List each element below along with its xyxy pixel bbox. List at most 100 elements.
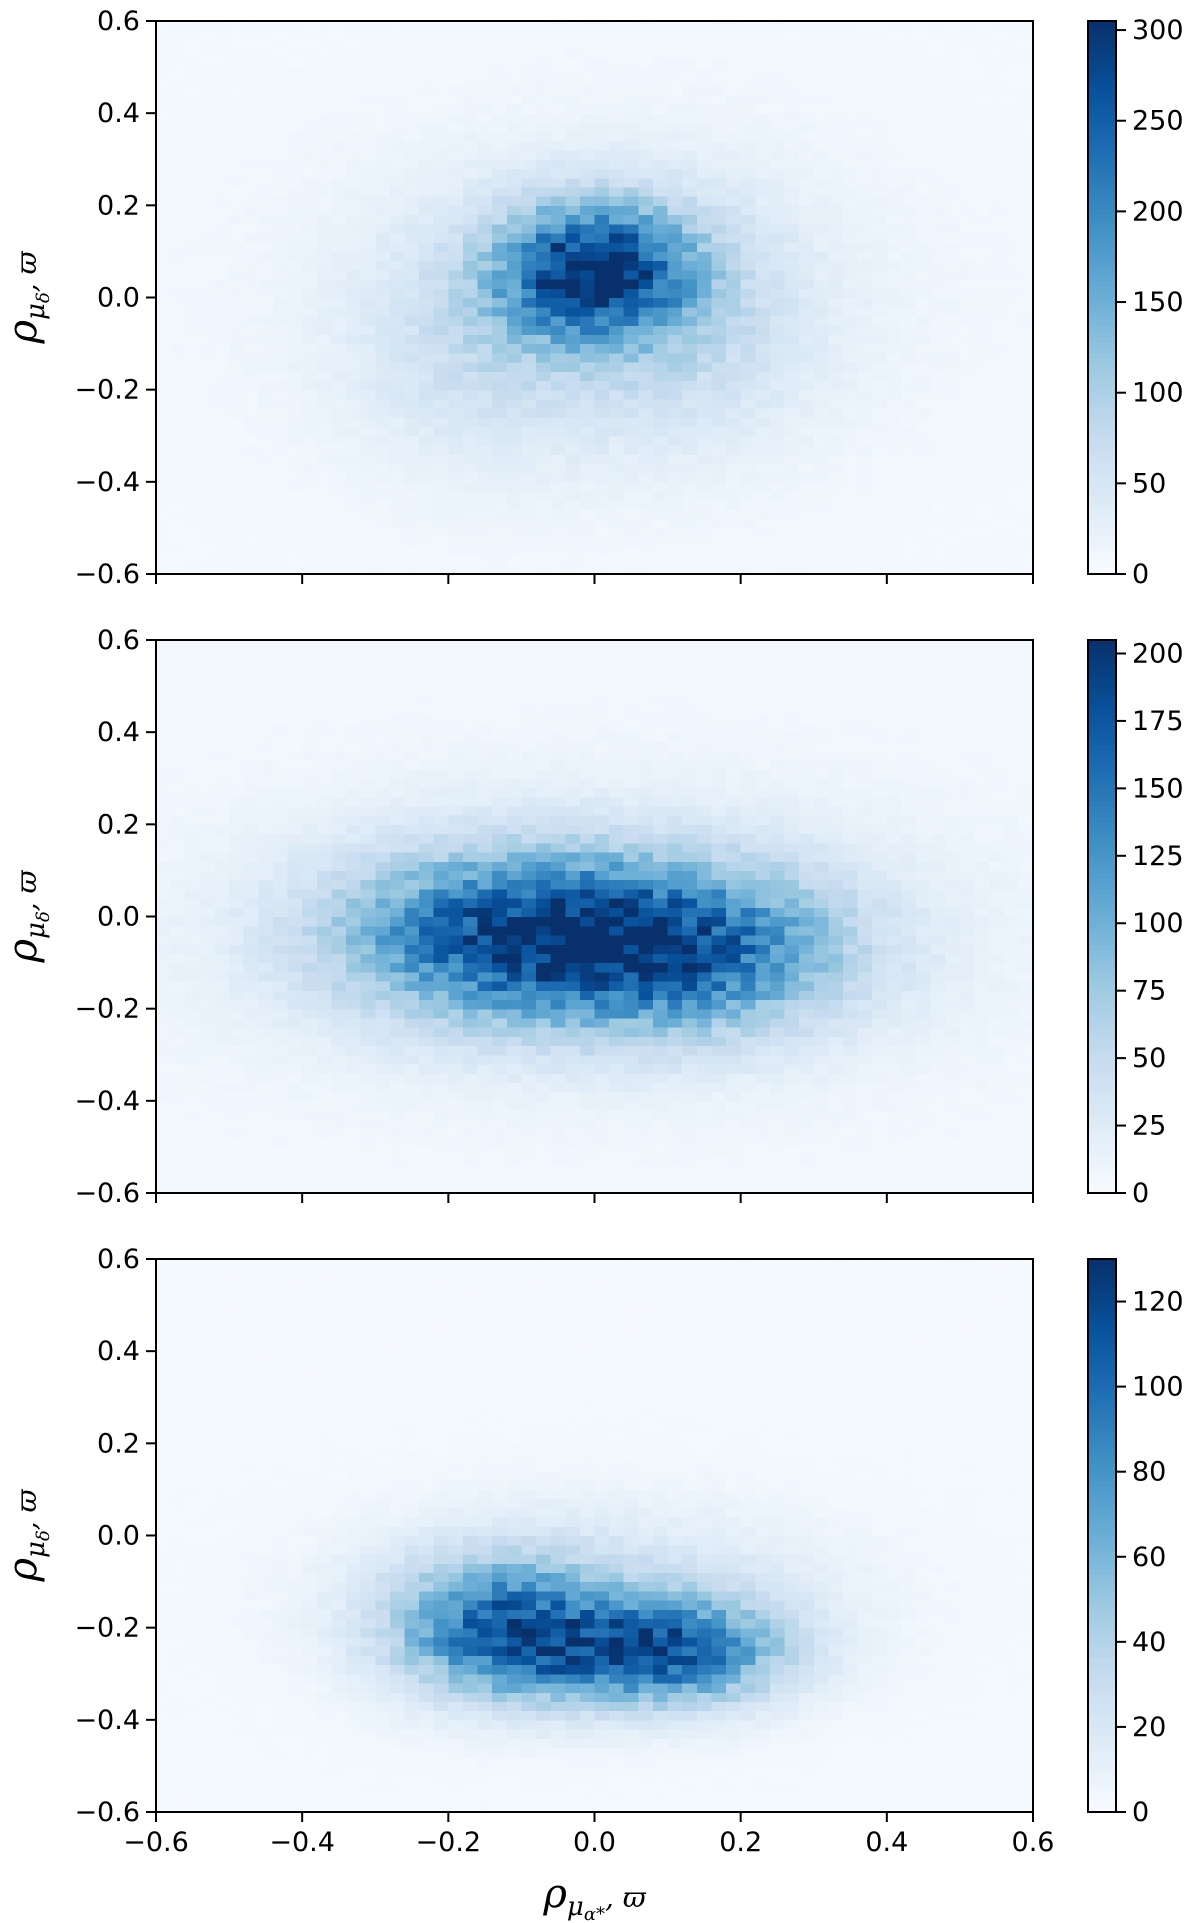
heatmap-cell [930,315,946,326]
heatmap-cell [170,953,186,964]
heatmap-cell [389,67,406,77]
heatmap-cell [331,971,347,982]
heatmap-cell [857,168,873,179]
heatmap-cell [989,168,1005,179]
heatmap-cell [316,833,332,844]
heatmap-cell [360,527,376,538]
heatmap-cell [214,39,230,50]
heatmap-cell [682,159,698,170]
heatmap-cell [652,131,669,142]
heatmap-cell [302,934,318,945]
heatmap-cell [842,297,859,308]
heatmap-cell [579,288,596,299]
heatmap-cell [886,186,903,197]
heatmap-cell [214,518,230,529]
heatmap-cell [930,546,946,557]
heatmap-cell [769,94,786,105]
heatmap-cell [287,214,303,225]
heatmap-cell [989,555,1005,566]
heatmap-cell [346,676,362,687]
heatmap-cell [579,426,596,437]
heatmap-cell [901,131,917,142]
heatmap-cell [667,435,683,446]
heatmap-cell [1018,260,1034,271]
heatmap-cell [316,352,332,363]
heatmap-cell [346,888,362,899]
heatmap-cell [419,1156,435,1166]
heatmap-cell [667,297,683,308]
heatmap-cell [272,315,289,326]
heatmap-cell [974,205,990,216]
heatmap-cell [916,48,932,59]
heatmap-cell [959,269,976,280]
heatmap-cell [272,408,289,418]
heatmap-cell [521,426,537,437]
heatmap-cell [170,251,186,262]
heatmap-cell [726,76,742,87]
heatmap-cell [272,787,289,798]
heatmap-cell [156,1027,172,1037]
heatmap-cell [945,223,961,234]
heatmap-cell [199,1128,216,1139]
heatmap-cell [316,778,332,789]
heatmap-cell [930,103,946,114]
heatmap-cell [726,491,742,501]
heatmap-cell [609,30,625,41]
heatmap-cell [550,334,566,345]
heatmap-cell [229,759,245,770]
heatmap-cell [331,833,347,844]
heatmap-cell [360,769,376,779]
heatmap-cell [156,990,172,1001]
heatmap-cell [287,454,303,464]
heatmap-cell [916,251,932,262]
heatmap-cell [609,232,625,243]
heatmap-cell [419,796,435,807]
heatmap-cell [229,371,245,382]
heatmap-cell [214,444,230,455]
heatmap-cell [433,1119,449,1130]
heatmap-cell [156,352,172,363]
heatmap-cell [346,898,362,908]
heatmap-cell [404,435,420,446]
heatmap-cell [258,1174,274,1185]
heatmap-cell [433,408,449,418]
colorbar-segment [1088,518,1116,525]
heatmap-cell [258,778,274,789]
heatmap-cell [462,186,479,197]
heatmap-cell [579,500,596,511]
heatmap-cell [550,352,566,363]
heatmap-cell [842,306,859,317]
heatmap-cell [550,472,566,483]
heatmap-cell [462,85,479,96]
heatmap-cell [901,242,917,253]
heatmap-cell [652,500,669,511]
heatmap-cell [419,85,435,96]
heatmap-cell [609,168,625,179]
heatmap-cell [828,435,844,446]
heatmap-cell [1018,113,1034,123]
heatmap-cell [375,1100,391,1111]
heatmap-cell [287,722,303,733]
heatmap-cell [667,196,683,206]
heatmap-cell [872,113,888,123]
heatmap-cell [272,981,289,991]
heatmap-cell [521,251,537,262]
heatmap-cell [419,898,435,908]
heatmap-cell [419,870,435,881]
heatmap-cell [302,1137,318,1148]
heatmap-cell [258,1156,274,1166]
heatmap-cell [448,695,464,706]
heatmap-cell [170,990,186,1001]
heatmap-cell [185,518,201,529]
heatmap-cell [799,150,815,160]
heatmap-cell [462,150,479,160]
heatmap-cell [696,76,713,87]
heatmap-cell [346,205,362,216]
heatmap-cell [404,741,420,752]
heatmap-cell [287,851,303,862]
heatmap-cell [550,537,566,547]
heatmap-cell [711,527,727,538]
heatmap-cell [346,971,362,982]
heatmap-cell [419,94,435,105]
heatmap-cell [375,334,391,345]
